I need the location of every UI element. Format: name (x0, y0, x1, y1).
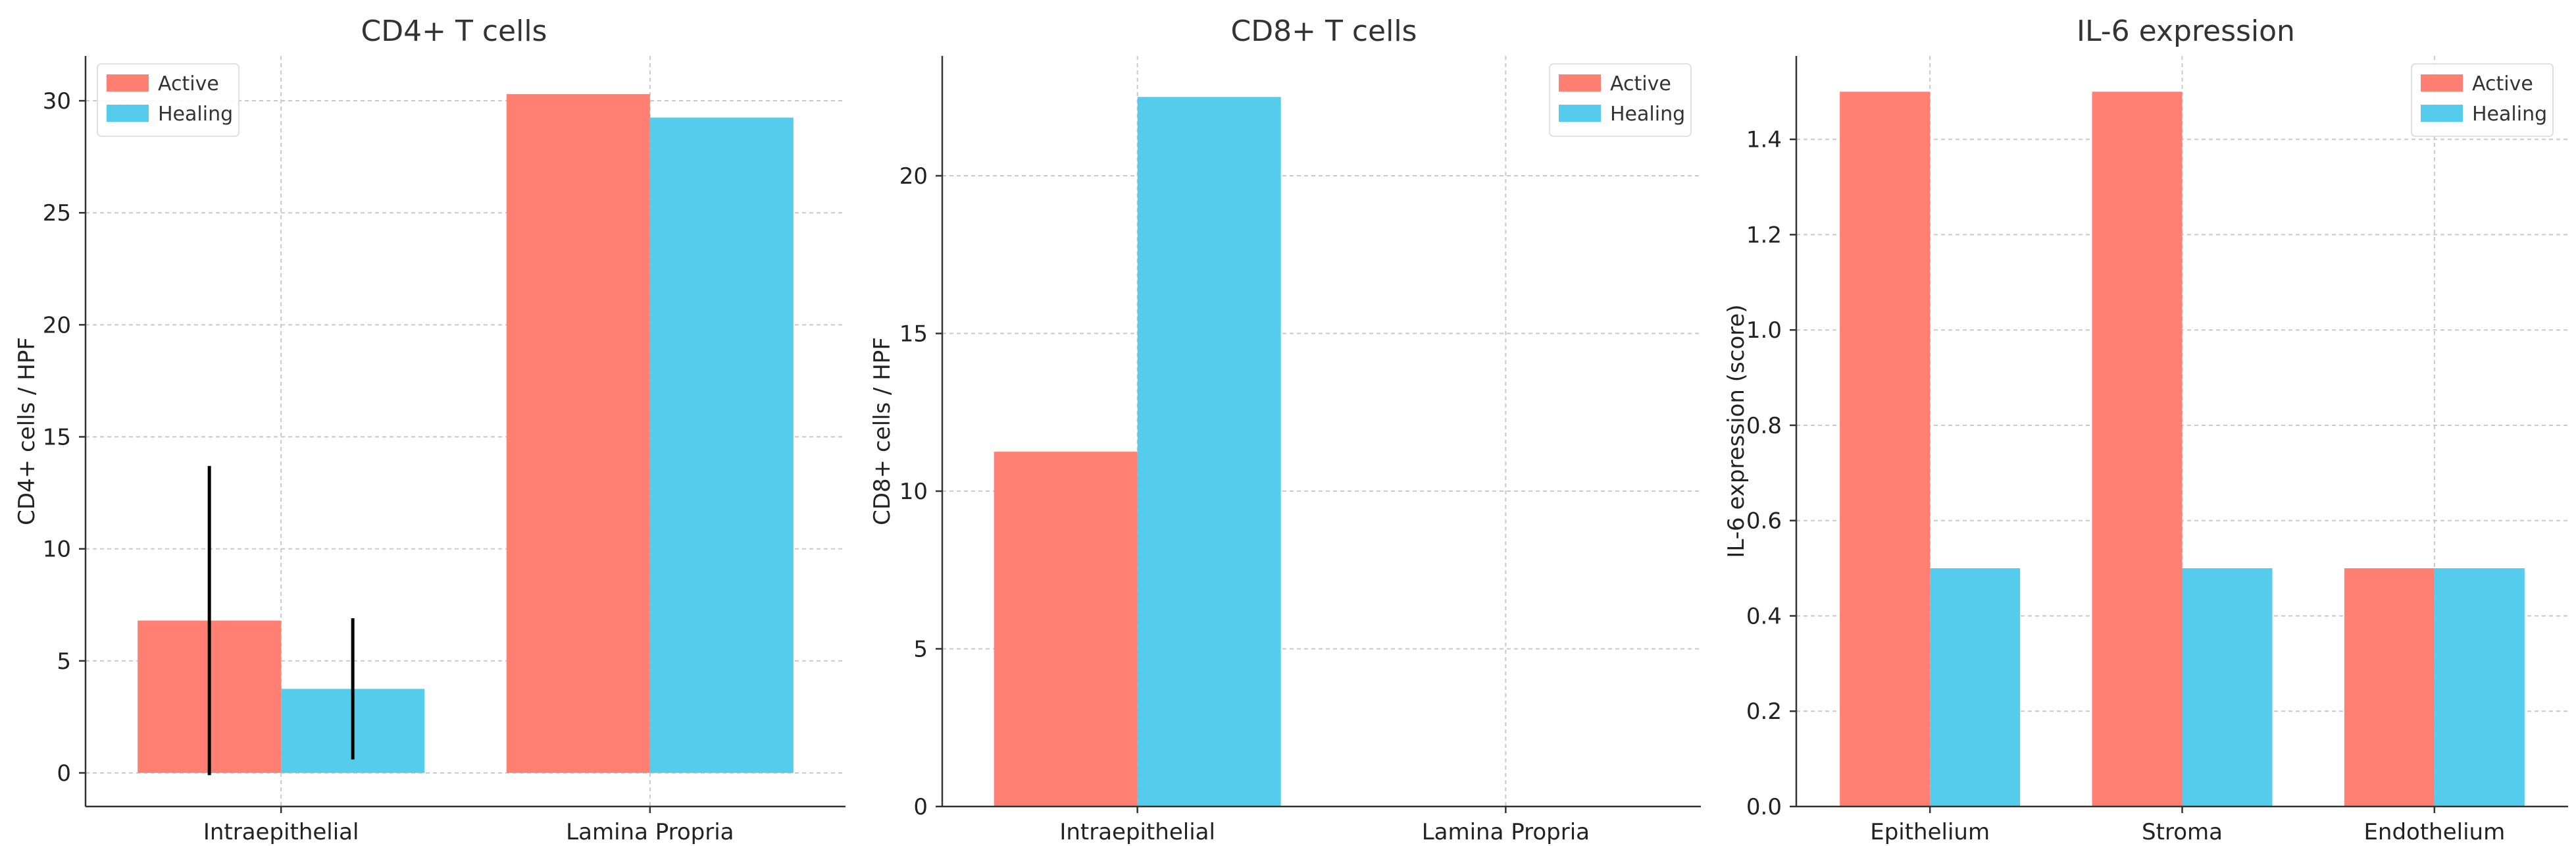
bar-active-epithelium (1840, 92, 1931, 806)
y-tick-label-4: 0.8 (1746, 413, 1782, 439)
y-axis-label: CD4+ cells / HPF (14, 337, 40, 525)
y-tick-label-2: 10 (43, 537, 71, 563)
chart-panel-3: 0.0 0.2 0.4 0.6 0.8 1.0 1.2 1.4 Epithelium Stroma… (1723, 14, 2568, 845)
y-tick-label-1: 5 (57, 648, 71, 675)
y-tick-label-0: 0 (913, 794, 928, 820)
y-tick-label-0: 0.0 (1746, 794, 1782, 820)
y-tick-label-1: 0.2 (1746, 699, 1782, 725)
x-tick-label-0: Intraepithelial (203, 819, 359, 845)
y-tick-label-4: 20 (899, 163, 928, 190)
bar-active-intraepithelial (994, 452, 1138, 806)
legend-label-healing: Healing (2472, 103, 2547, 126)
x-tick-label-1: Stroma (2142, 819, 2223, 845)
bar-active-stroma (2092, 92, 2183, 806)
chart-panel-1: 0 5 10 15 20 25 30 Intraepithelial Lamina Propri… (14, 14, 846, 845)
chart-panel-2: 0 5 10 15 20 Intraepithelial Lamina Propria CD8… (869, 14, 1701, 845)
chart-title: IL-6 expression (2077, 14, 2295, 48)
legend-swatch-active (107, 74, 149, 92)
bar-healing-endothelium (2434, 568, 2525, 806)
y-tick-label-0: 0 (57, 760, 71, 787)
y-tick-label-7: 1.4 (1746, 127, 1782, 153)
y-tick-label-2: 0.4 (1746, 603, 1782, 629)
x-tick-label-0: Intraepithelial (1059, 819, 1215, 845)
bar-healing-stroma (2182, 568, 2273, 806)
y-tick-label-6: 1.2 (1746, 222, 1782, 248)
y-axis-label: CD8+ cells / HPF (869, 337, 896, 525)
bar-healing-epithelium (1930, 568, 2021, 806)
chart-title: CD8+ T cells (1231, 14, 1417, 48)
bar-active-endothelium (2344, 568, 2435, 806)
bar-healing-intraepithelial (1137, 97, 1281, 806)
legend-swatch-healing (2421, 105, 2463, 122)
x-tick-label-0: Epithelium (1870, 819, 1990, 845)
bar-active-lamina-propria (506, 93, 650, 773)
y-tick-label-3: 0.6 (1746, 508, 1782, 535)
bar-healing-lamina-propria (649, 117, 794, 773)
legend-swatch-healing (107, 105, 149, 122)
legend-swatch-active (2421, 74, 2463, 92)
y-tick-label-4: 20 (43, 312, 71, 338)
legend-label-active: Active (2472, 72, 2533, 95)
legend-label-healing: Healing (158, 103, 233, 126)
y-tick-label-5: 1.0 (1746, 317, 1782, 344)
y-tick-label-5: 25 (43, 200, 71, 226)
y-tick-label-3: 15 (899, 321, 928, 348)
legend-swatch-active (1559, 74, 1601, 92)
legend-swatch-healing (1559, 105, 1601, 122)
legend-label-active: Active (1610, 72, 1671, 95)
y-tick-label-3: 15 (43, 425, 71, 451)
chart-title: CD4+ T cells (361, 14, 547, 48)
legend: Active Healing (2411, 63, 2554, 137)
y-tick-label-1: 5 (913, 637, 928, 663)
x-tick-label-1: Lamina Propria (566, 819, 734, 845)
y-axis-label: IL-6 expression (score) (1723, 304, 1750, 558)
x-tick-label-2: Endothelium (2363, 819, 2505, 845)
legend: Active Healing (97, 63, 240, 137)
y-tick-label-2: 10 (899, 479, 928, 505)
legend: Active Healing (1549, 63, 1692, 137)
x-tick-label-1: Lamina Propria (1422, 819, 1590, 845)
y-tick-label-6: 30 (43, 88, 71, 115)
legend-label-active: Active (158, 72, 219, 95)
legend-label-healing: Healing (1610, 103, 1685, 126)
